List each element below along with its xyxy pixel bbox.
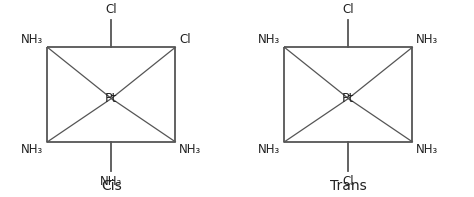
Text: NH₃: NH₃ [258,33,281,46]
Text: NH₃: NH₃ [100,175,122,188]
Text: Pt: Pt [342,92,355,105]
Text: Cl: Cl [179,33,191,46]
Text: Cis: Cis [101,179,122,193]
Text: NH₃: NH₃ [416,33,438,46]
Text: NH₃: NH₃ [21,33,44,46]
Text: Cl: Cl [343,3,354,16]
Text: NH₃: NH₃ [416,143,438,156]
Text: Cl: Cl [106,3,117,16]
Text: NH₃: NH₃ [179,143,201,156]
Text: Trans: Trans [330,179,367,193]
Text: NH₃: NH₃ [21,143,44,156]
Text: Cl: Cl [343,175,354,188]
Text: NH₃: NH₃ [258,143,281,156]
Text: Pt: Pt [105,92,118,105]
